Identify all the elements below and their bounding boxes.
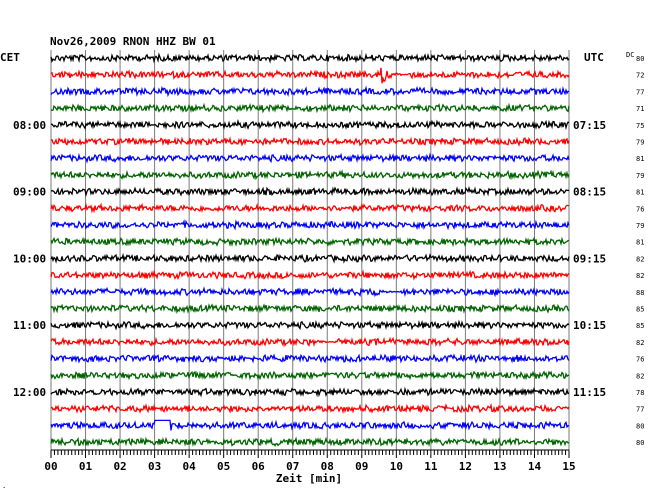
dc-value: 88 (636, 289, 644, 297)
dc-value: 76 (636, 205, 644, 213)
dc-value: 80 (636, 422, 644, 430)
minute-grid (50, 50, 570, 450)
corner-mark: . (2, 482, 6, 490)
x-axis-label: Zeit [min] (276, 472, 342, 485)
dc-value: 82 (636, 339, 644, 347)
cet-hour-label: 09:00 (13, 186, 46, 199)
dc-value: 80 (636, 55, 644, 63)
dc-value: 81 (636, 155, 644, 163)
utc-hour-label: 10:15 (573, 319, 606, 332)
trace-21 (50, 402, 570, 415)
trace-3 (50, 102, 570, 114)
x-tick-label: 01 (79, 460, 93, 473)
trace-11 (50, 236, 570, 248)
trace-12 (50, 252, 570, 264)
dc-value: 80 (636, 439, 644, 447)
trace-18 (50, 353, 570, 364)
utc-hour-label: 07:15 (573, 119, 606, 132)
dc-value: 78 (636, 389, 644, 397)
cet-hour-label: 10:00 (13, 252, 46, 265)
dc-value: 85 (636, 322, 644, 330)
dc-value: 82 (636, 372, 644, 380)
dc-value: 85 (636, 306, 644, 314)
dc-value: 77 (636, 88, 644, 96)
x-tick-label: 02 (113, 460, 126, 473)
trace-22 (50, 419, 570, 431)
x-tick-label: 06 (252, 460, 266, 473)
trace-17 (50, 336, 570, 348)
dc-value: 82 (636, 272, 644, 280)
cet-label: CET (0, 51, 20, 64)
x-tick-label: 12 (459, 460, 472, 473)
x-tick-label: 13 (493, 460, 506, 473)
trace-19 (50, 370, 569, 381)
utc-hour-label: 09:15 (573, 252, 606, 265)
x-tick-label: 08 (321, 460, 334, 473)
trace-23 (50, 436, 569, 448)
dc-value: 75 (636, 122, 644, 130)
chart-title: Nov26,2009 RNON HHZ BW 01 (50, 35, 216, 48)
dc-label: DC (626, 51, 634, 59)
trace-16 (50, 319, 570, 331)
trace-6 (50, 152, 570, 164)
cet-hour-label: 11:00 (13, 319, 46, 332)
trace-20 (50, 386, 570, 398)
x-tick-label: 15 (562, 460, 575, 473)
seismic-traces (50, 52, 570, 448)
trace-8 (50, 186, 570, 198)
cet-hour-label: 08:00 (13, 119, 46, 132)
utc-hour-label: 08:15 (573, 186, 606, 199)
x-tick-label: 05 (217, 460, 230, 473)
trace-2 (50, 85, 570, 98)
trace-13 (50, 269, 570, 281)
trace-5 (51, 136, 570, 147)
x-tick-label: 03 (148, 460, 161, 473)
x-tick-label: 14 (528, 460, 542, 473)
dc-value: 79 (636, 222, 644, 230)
dc-value: 77 (636, 406, 644, 414)
trace-10 (50, 219, 570, 231)
trace-15 (50, 303, 570, 315)
x-tick-label: 04 (183, 460, 197, 473)
utc-hour-label: 11:15 (573, 386, 606, 399)
x-tick-label: 11 (424, 460, 438, 473)
x-tick-label: 10 (390, 460, 403, 473)
x-tick-label: 00 (44, 460, 57, 473)
dc-value: 76 (636, 356, 644, 364)
utc-label: UTC (584, 51, 604, 64)
dc-value: 82 (636, 255, 644, 263)
x-axis: 00 01 02 03 04 05 06 07 08 09 10 11 12 13 14 15 (44, 449, 576, 473)
dc-value: 79 (636, 172, 644, 180)
x-tick-label: 07 (286, 460, 299, 473)
dc-values: 80 72 77 71 75 79 81 79 81 76 79 81 82 82 88 85 85 82 76 82… (636, 55, 644, 447)
dc-value: 79 (636, 139, 644, 147)
dc-value: 72 (636, 72, 644, 80)
hour-labels: 08:00 09:00 10:00 11:00 12:00 07:15 08:15 09:15… (13, 119, 606, 399)
dc-value: 81 (636, 189, 644, 197)
trace-9 (50, 202, 569, 214)
dc-value: 71 (636, 105, 644, 113)
cet-hour-label: 12:00 (13, 386, 46, 399)
trace-0 (50, 52, 570, 64)
dc-value: 81 (636, 239, 644, 247)
trace-7 (50, 169, 570, 181)
trace-1 (50, 67, 570, 84)
trace-4 (50, 118, 570, 131)
x-tick-label: 09 (355, 460, 368, 473)
trace-14 (50, 286, 570, 298)
